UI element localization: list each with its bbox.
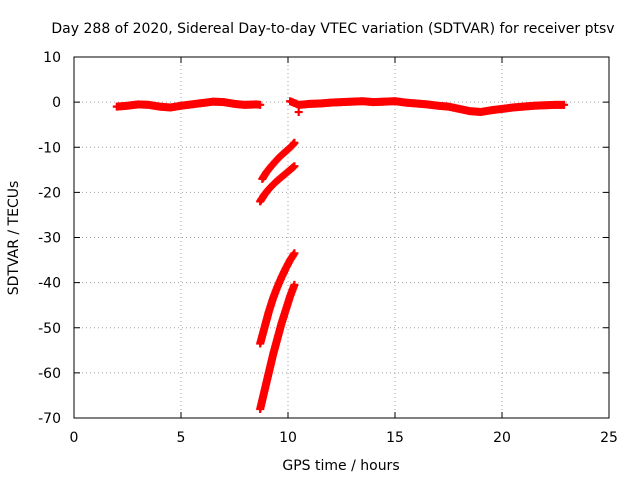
y-tick-label: -10 bbox=[38, 140, 61, 156]
data-point-baseline-2 bbox=[560, 100, 569, 109]
y-tick-label: -50 bbox=[38, 321, 61, 337]
data-point-arc-3 bbox=[290, 249, 299, 258]
data-point-baseline-1 bbox=[256, 100, 265, 109]
data-point-arc-4 bbox=[290, 280, 299, 289]
data-point-arc-1 bbox=[290, 138, 299, 147]
x-tick-label: 10 bbox=[279, 430, 297, 446]
y-tick-label: -40 bbox=[38, 276, 61, 292]
x-tick-label: 20 bbox=[493, 430, 511, 446]
y-tick-label: -20 bbox=[38, 185, 61, 201]
x-tick-label: 5 bbox=[177, 430, 186, 446]
plot-frame bbox=[73, 56, 610, 419]
x-tick-label: 15 bbox=[386, 430, 404, 446]
y-tick-label: 10 bbox=[43, 50, 61, 66]
y-axis-label: SDTVAR / TECUs bbox=[6, 181, 22, 296]
data-point-arc-2 bbox=[290, 162, 299, 171]
data-point-outlier bbox=[294, 108, 303, 117]
data-points bbox=[112, 97, 569, 413]
y-tick-label: -70 bbox=[38, 411, 61, 427]
axis-ticks: 0 5 10 15 20 25 10 0 -10 -20 -30 -40 -50 -60 -70 bbox=[38, 50, 618, 446]
x-tick-label: 0 bbox=[70, 430, 79, 446]
chart-title: Day 288 of 2020, Sidereal Day-to-day VTE… bbox=[51, 21, 614, 37]
x-tick-label: 25 bbox=[600, 430, 618, 446]
x-axis-label: GPS time / hours bbox=[282, 458, 399, 474]
y-tick-label: -30 bbox=[38, 231, 61, 247]
y-tick-label: -60 bbox=[38, 366, 61, 382]
y-tick-label: 0 bbox=[52, 95, 61, 111]
grid bbox=[74, 57, 609, 418]
